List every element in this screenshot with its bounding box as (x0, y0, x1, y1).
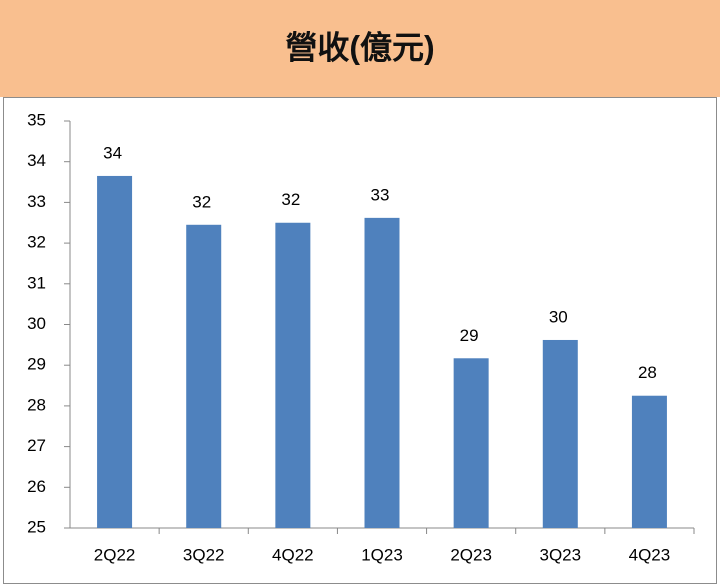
bar (275, 222, 311, 528)
y-tick-label: 32 (27, 233, 46, 252)
data-label: 32 (192, 192, 211, 211)
y-tick-label: 25 (27, 517, 46, 536)
title-band (0, 0, 720, 97)
x-tick-label: 2Q22 (94, 545, 136, 564)
bar (453, 358, 489, 528)
chart-title: 營收(億元) (285, 29, 434, 65)
y-tick-label: 30 (27, 314, 46, 333)
x-tick-label: 2Q23 (450, 545, 492, 564)
y-tick-label: 33 (27, 192, 46, 211)
data-label: 28 (638, 363, 657, 382)
x-tick-label: 3Q23 (539, 545, 581, 564)
bar (97, 175, 133, 528)
x-tick-label: 4Q22 (272, 545, 314, 564)
bar (631, 395, 667, 528)
x-tick-label: 3Q22 (183, 545, 225, 564)
y-tick-label: 31 (27, 273, 46, 292)
data-label: 33 (371, 185, 390, 204)
x-tick-label: 1Q23 (361, 545, 403, 564)
data-label: 30 (549, 307, 568, 326)
data-label: 29 (460, 326, 479, 345)
y-tick-label: 35 (27, 110, 46, 129)
bar (186, 224, 222, 528)
y-tick-label: 29 (27, 355, 46, 374)
bar (542, 339, 578, 528)
y-tick-label: 34 (27, 151, 46, 170)
data-label: 34 (103, 143, 122, 162)
data-label: 32 (281, 190, 300, 209)
bar (364, 217, 400, 528)
x-tick-label: 4Q23 (629, 545, 671, 564)
y-tick-label: 27 (27, 436, 46, 455)
y-tick-label: 28 (27, 395, 46, 414)
y-tick-label: 26 (27, 477, 46, 496)
